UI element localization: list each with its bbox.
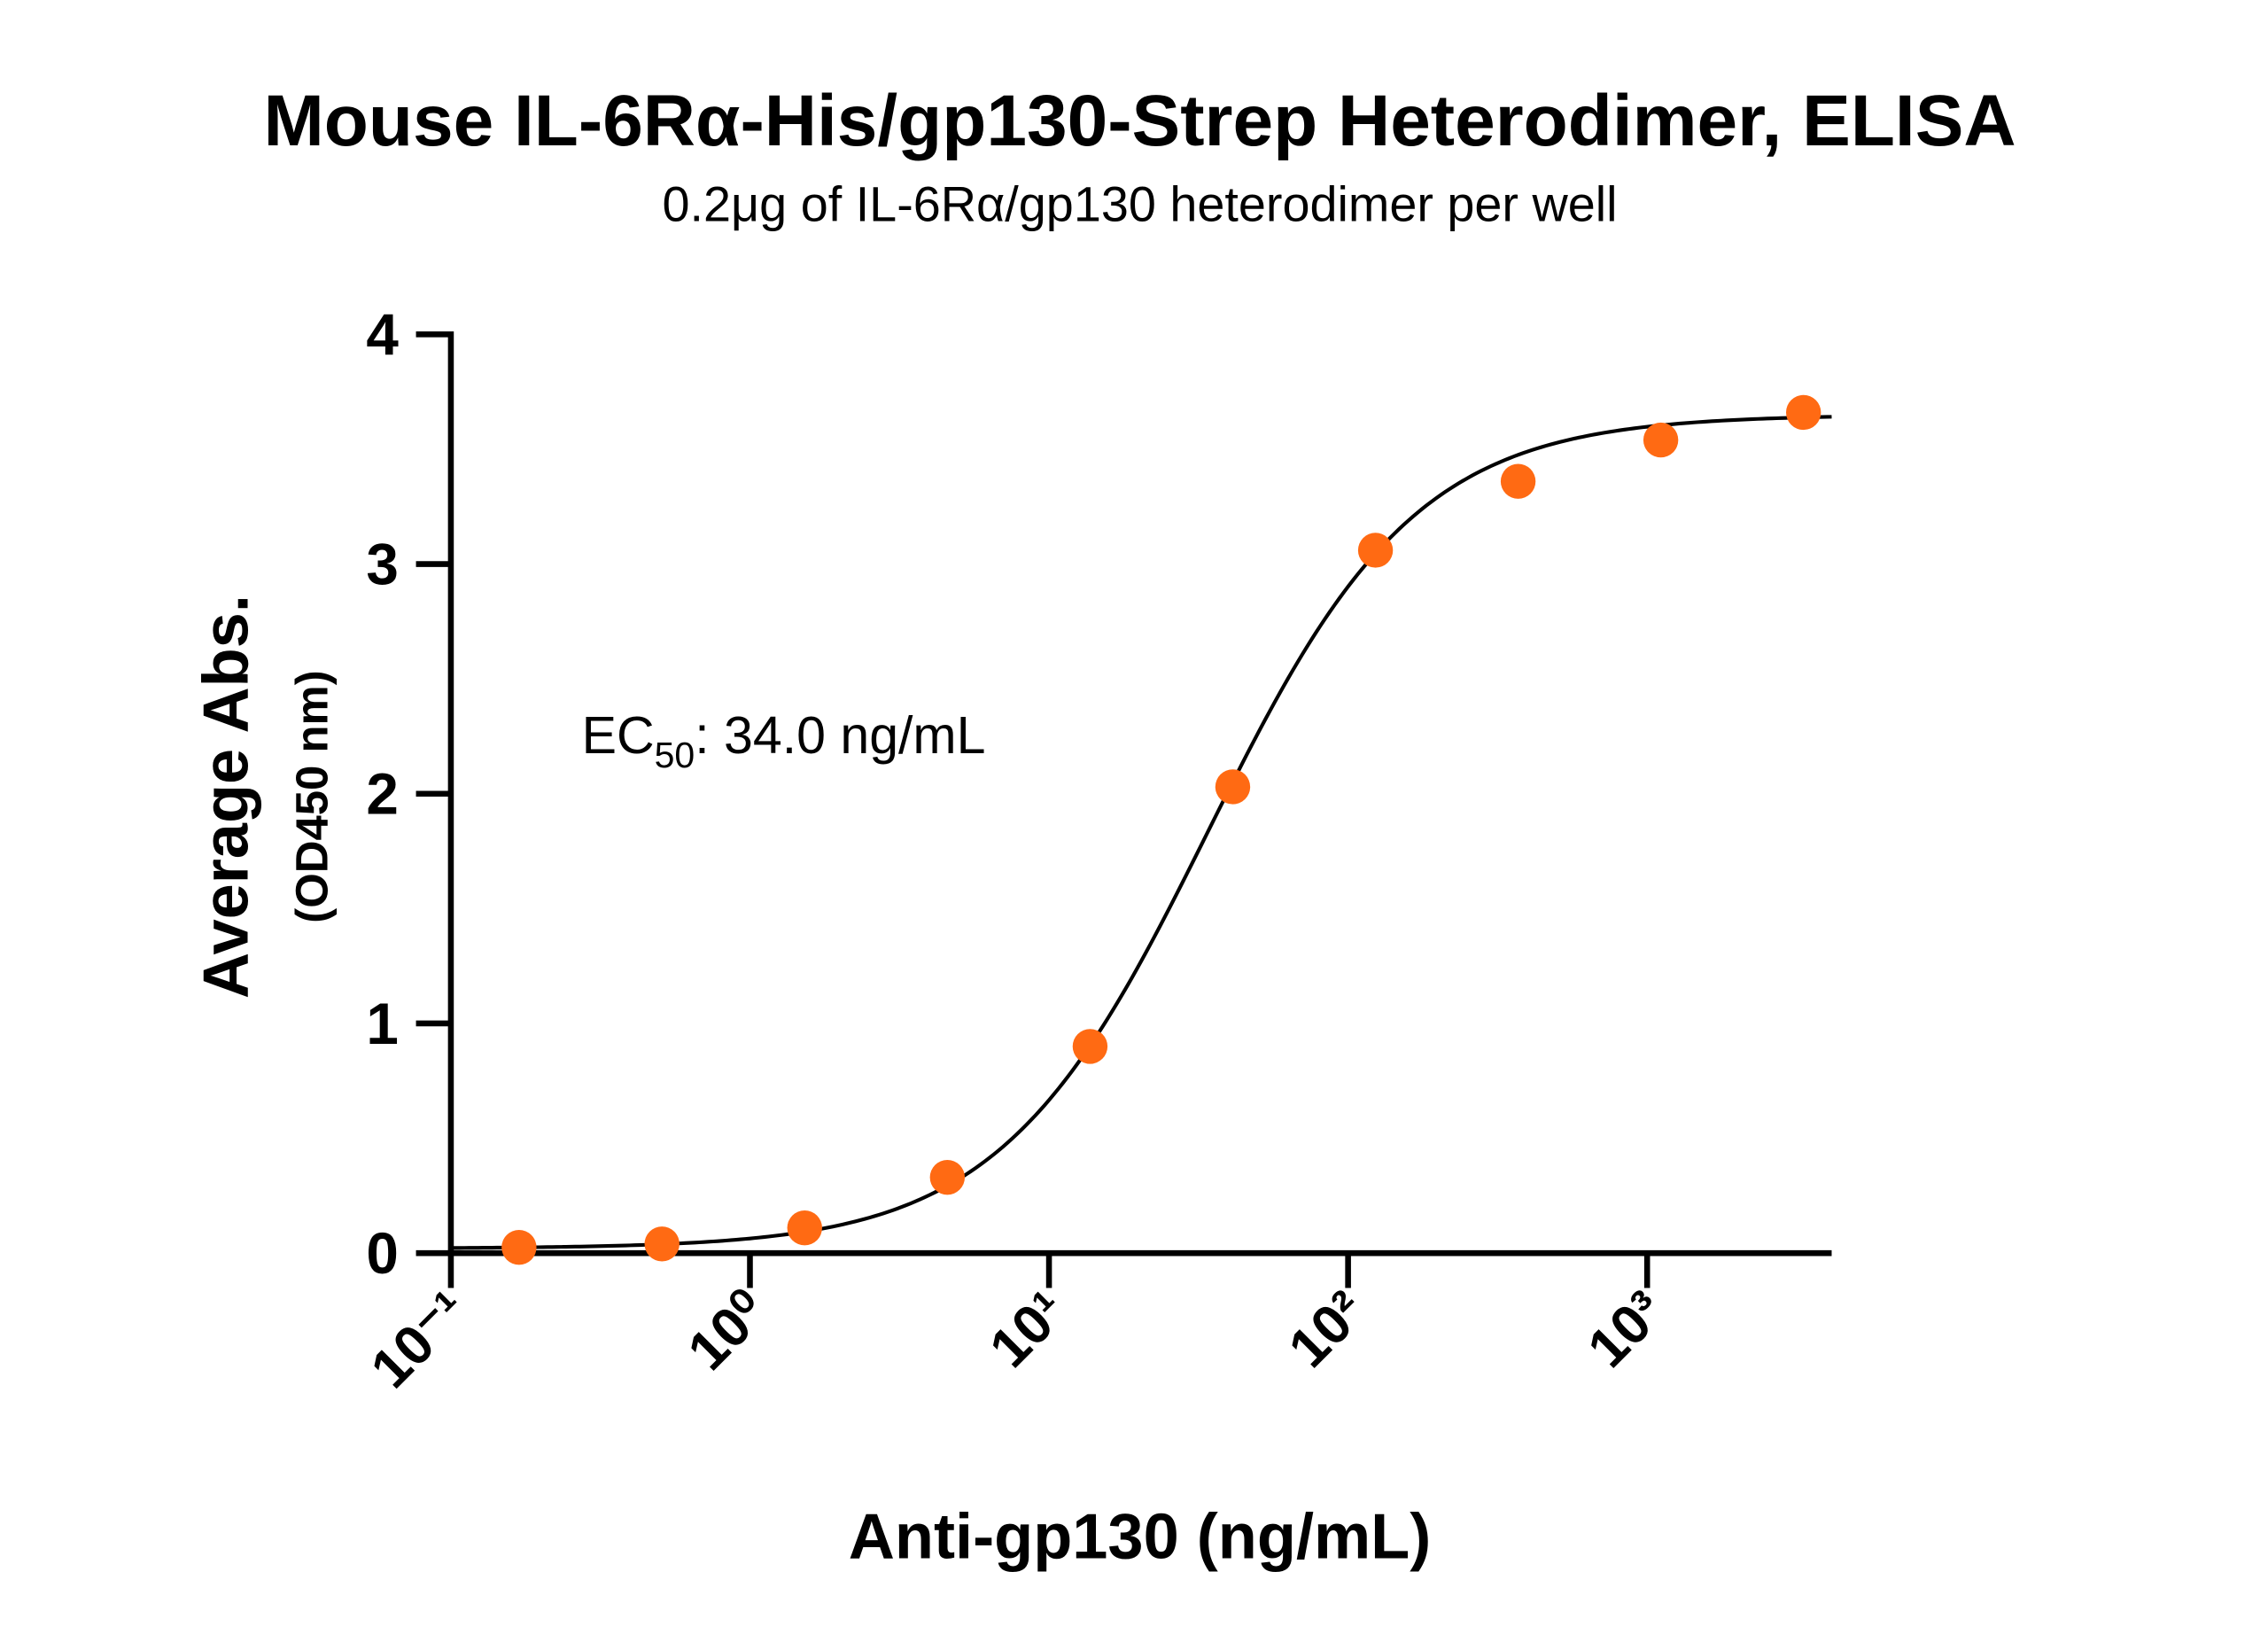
y-tick-label: 4 [366, 302, 399, 367]
data-point [1643, 422, 1679, 458]
data-point [1785, 394, 1821, 431]
fit-curve [450, 415, 1832, 1250]
data-point [787, 1210, 822, 1246]
x-tick-label: 10² [1278, 1280, 1377, 1379]
annotation-text: EC [582, 706, 655, 765]
y-tick-label: 2 [366, 762, 399, 827]
y-axis-unit: (OD450 nm) [286, 670, 337, 922]
x-axis-title: Anti-gp130 (ng/mL) [849, 1502, 1432, 1573]
y-tick-label: 3 [366, 533, 399, 597]
annotation-sub: 50 [655, 735, 695, 775]
x-tick-label: 10⁰ [677, 1280, 779, 1381]
y-tick-label: 0 [366, 1221, 399, 1286]
annotation: EC50: 34.0 ng/mL [582, 706, 986, 775]
annotation-rest: : 34.0 ng/mL [695, 706, 985, 765]
data-point [929, 1159, 966, 1195]
x-tick-label: 10³ [1577, 1280, 1676, 1379]
data-point [1215, 769, 1251, 805]
x-tick-label: 10⁻¹ [360, 1280, 480, 1400]
chart-title: Mouse IL-6Rα-His/gp130-Strep Heterodimer… [263, 81, 2016, 161]
chart-subtitle: 0.2μg of IL-6Rα/gp130 heterodimer per we… [663, 176, 1618, 231]
y-tick-label: 1 [366, 992, 399, 1056]
data-point [1072, 1029, 1108, 1064]
data-point [644, 1226, 680, 1262]
data-point [501, 1230, 537, 1265]
data-point [1500, 463, 1536, 499]
x-tick-label: 10¹ [978, 1280, 1077, 1379]
y-axis-title: Average Abs. [190, 595, 261, 999]
data-point [1357, 533, 1394, 568]
